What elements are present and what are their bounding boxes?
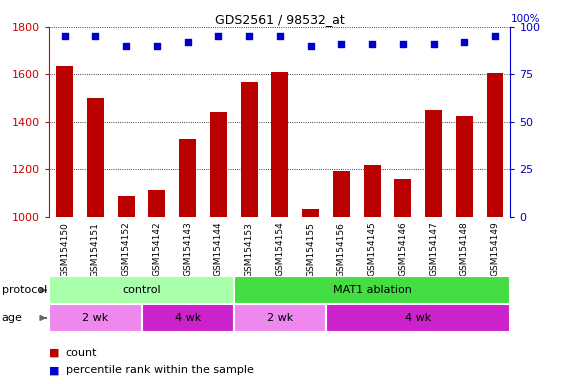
Point — [490, 33, 499, 40]
Text: control: control — [122, 285, 161, 295]
Text: ■: ■ — [49, 348, 60, 358]
Bar — [487, 73, 503, 217]
Text: GSM154153: GSM154153 — [245, 222, 253, 276]
Bar — [87, 98, 104, 217]
Bar — [271, 72, 288, 217]
Text: 2 wk: 2 wk — [82, 313, 108, 323]
Text: GSM154147: GSM154147 — [429, 222, 438, 276]
Point — [398, 41, 407, 47]
Bar — [148, 190, 165, 217]
Text: GSM154142: GSM154142 — [153, 222, 161, 276]
Text: 100%: 100% — [510, 14, 540, 24]
Text: GSM154151: GSM154151 — [91, 222, 100, 276]
Text: GSM154152: GSM154152 — [122, 222, 130, 276]
Point — [336, 41, 346, 47]
Text: percentile rank within the sample: percentile rank within the sample — [66, 365, 253, 375]
Bar — [364, 165, 380, 217]
Text: GSM154145: GSM154145 — [368, 222, 376, 276]
Text: MAT1 ablation: MAT1 ablation — [333, 285, 411, 295]
Point — [121, 43, 130, 49]
Text: GSM154154: GSM154154 — [276, 222, 284, 276]
Bar — [49, 304, 142, 332]
Bar — [179, 139, 196, 217]
Text: GSM154143: GSM154143 — [183, 222, 192, 276]
Text: GSM154156: GSM154156 — [337, 222, 346, 276]
Title: GDS2561 / 98532_at: GDS2561 / 98532_at — [215, 13, 345, 26]
Bar — [333, 170, 350, 217]
Bar — [142, 304, 234, 332]
Point — [367, 41, 376, 47]
Point — [60, 33, 70, 40]
Point — [213, 33, 223, 40]
Bar — [302, 209, 319, 217]
Point — [90, 33, 100, 40]
Text: GSM154150: GSM154150 — [60, 222, 69, 276]
Text: GSM154144: GSM154144 — [214, 222, 223, 276]
Text: age: age — [2, 313, 23, 323]
Text: GSM154148: GSM154148 — [460, 222, 469, 276]
Point — [183, 39, 192, 45]
Text: count: count — [66, 348, 97, 358]
Text: 4 wk: 4 wk — [175, 313, 201, 323]
Bar — [210, 113, 227, 217]
Text: 2 wk: 2 wk — [267, 313, 293, 323]
Bar — [456, 116, 473, 217]
Point — [306, 43, 315, 49]
Bar — [49, 276, 234, 304]
Point — [244, 33, 253, 40]
Bar — [394, 179, 411, 217]
Text: protocol: protocol — [2, 285, 47, 295]
Bar — [425, 110, 442, 217]
Text: GSM154149: GSM154149 — [491, 222, 499, 276]
Text: 4 wk: 4 wk — [405, 313, 432, 323]
Bar — [118, 195, 135, 217]
Point — [275, 33, 284, 40]
Point — [429, 41, 438, 47]
Text: ■: ■ — [49, 365, 60, 375]
Bar — [234, 304, 326, 332]
Point — [152, 43, 161, 49]
Bar — [326, 304, 510, 332]
Bar — [234, 276, 510, 304]
Point — [459, 39, 469, 45]
Bar — [56, 66, 73, 217]
Bar — [241, 81, 258, 217]
Text: GSM154146: GSM154146 — [398, 222, 407, 276]
Text: GSM154155: GSM154155 — [306, 222, 315, 276]
